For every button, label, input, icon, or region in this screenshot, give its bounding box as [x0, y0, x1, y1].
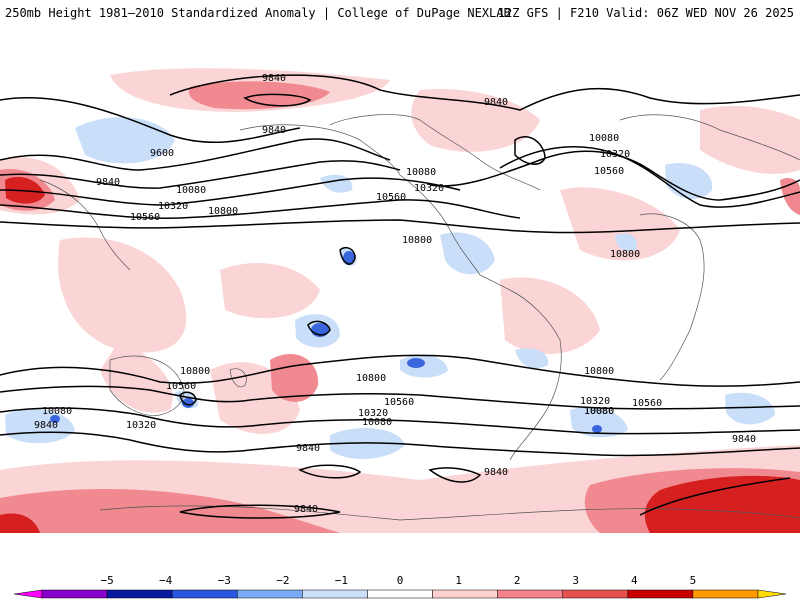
colorbar-tick-label: −2	[276, 574, 289, 587]
contour-label: 10560	[376, 192, 406, 203]
colorbar-tick-label: −1	[335, 574, 348, 587]
colorbar-tick-labels: −5 −4 −3 −2 −1 0 1 2 3 4 5	[100, 574, 696, 587]
colorbar-cell	[497, 589, 563, 599]
contour-label: 10320	[126, 420, 156, 431]
contour-label: 9840	[294, 504, 318, 515]
colorbar-cell-max	[757, 589, 787, 599]
contour-labels: 9840 9840 9840 9600 9840 10080 10320 105…	[34, 73, 756, 515]
contour-label: 10800	[610, 249, 640, 260]
contour-label: 9840	[262, 73, 286, 84]
header: 250mb Height 1981—2010 Standardized Anom…	[0, 0, 800, 40]
colorbar-cell	[237, 589, 303, 599]
contour-label: 10560	[632, 398, 662, 409]
contour-label: 10080	[42, 406, 72, 417]
contour-label: 10080	[589, 133, 619, 144]
contour-label: 10800	[584, 366, 614, 377]
colorbar-cell	[302, 589, 368, 599]
colorbar-cell-min	[13, 589, 43, 599]
contour-label: 10320	[158, 201, 188, 212]
contour-label: 10560	[384, 397, 414, 408]
contour-label: 10320	[358, 408, 388, 419]
contour-label: 9840	[96, 177, 120, 188]
contour-label: 9840	[34, 420, 58, 431]
colorbar-cell	[432, 589, 498, 599]
contour-label: 10080	[406, 167, 436, 178]
colorbar-cell	[367, 589, 433, 599]
contour-label: 9840	[262, 125, 286, 136]
model-valid-time: 12Z GFS | F210 Valid: 06Z WED NOV 26 202…	[497, 6, 794, 20]
colorbar-tick-label: 2	[514, 574, 521, 587]
colorbar-cells	[13, 589, 787, 599]
contour-label: 10560	[166, 381, 196, 392]
coastlines	[39, 114, 800, 521]
contour-label: 9600	[150, 148, 174, 159]
colorbar-tick-label: −5	[100, 574, 113, 587]
colorbar-tick-label: 1	[455, 574, 462, 587]
contour-label: 9840	[484, 467, 508, 478]
contour-label: 10800	[180, 366, 210, 377]
colorbar-tick-label: 3	[572, 574, 579, 587]
colorbar-cell	[41, 589, 108, 599]
map-title: 250mb Height 1981—2010 Standardized Anom…	[5, 6, 511, 20]
contour-label: 10320	[414, 183, 444, 194]
colorbar-tick-label: 0	[397, 574, 404, 587]
colorbar-cell	[562, 589, 629, 599]
contour-label: 10080	[176, 185, 206, 196]
contour-label: 9840	[484, 97, 508, 108]
colorbar-tick-label: −4	[159, 574, 173, 587]
contour-label: 10080	[362, 417, 392, 428]
colorbar-cell	[106, 589, 173, 599]
contour-label: 10080	[584, 406, 614, 417]
colorbar-tick-label: 5	[690, 574, 697, 587]
contour-label: 9840	[732, 434, 756, 445]
colorbar-cell	[171, 589, 238, 599]
height-contours	[0, 74, 800, 519]
contour-label: 9840	[296, 443, 320, 454]
contour-label: 10080	[584, 406, 614, 417]
contour-label: 10320	[600, 149, 630, 160]
contour-label: 10800	[208, 206, 238, 217]
colorbar-tick-label: 4	[631, 574, 638, 587]
negative-anomaly-strong	[50, 251, 602, 433]
contour-label: 10800	[356, 373, 386, 384]
anomaly-map: 9840 9840 9840 9600 9840 10080 10320 105…	[0, 40, 800, 533]
colorbar-cell	[627, 589, 694, 599]
contour-label: 10560	[130, 212, 160, 223]
colorbar: −5 −4 −3 −2 −1 0 1 2 3 4 5	[0, 570, 800, 600]
colorbar-cell	[692, 589, 759, 599]
colorbar-tick-label: −3	[218, 574, 231, 587]
contour-label: 10800	[402, 235, 432, 246]
contour-label: 10320	[580, 396, 610, 407]
contour-label: 10560	[594, 166, 624, 177]
